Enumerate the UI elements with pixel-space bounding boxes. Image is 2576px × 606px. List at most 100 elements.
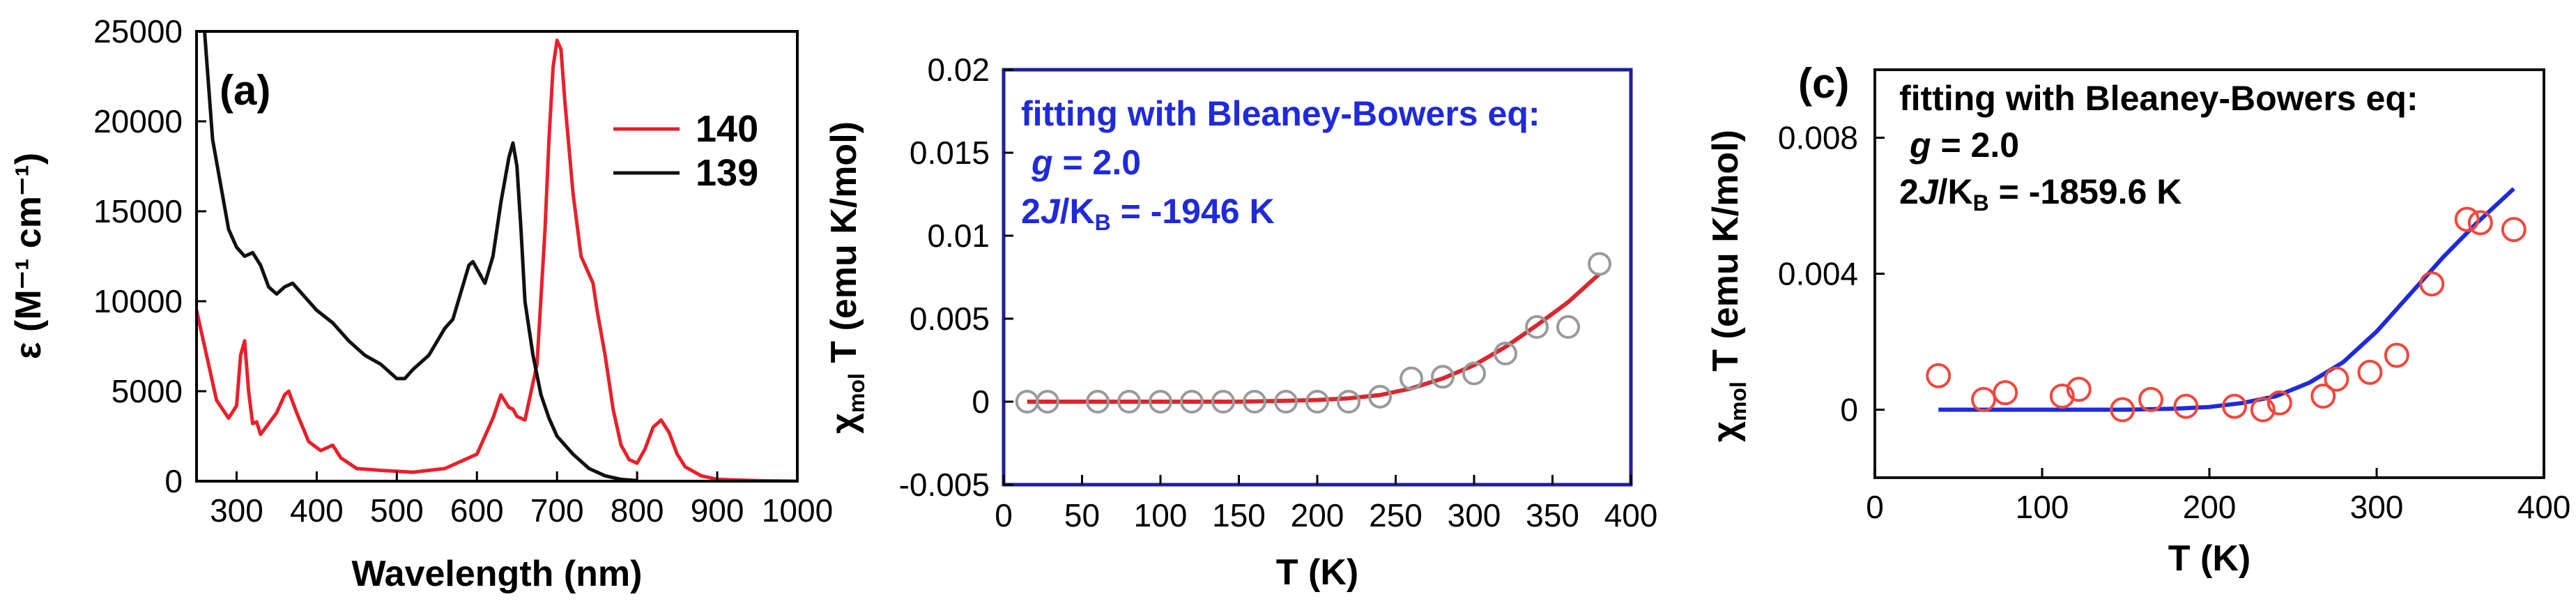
g-symbol: g bbox=[1031, 143, 1053, 182]
data-point bbox=[1243, 390, 1266, 414]
x-tick-label: 350 bbox=[1526, 497, 1579, 533]
y-tick-label: -0.005 bbox=[899, 467, 990, 503]
x-tick-label: 400 bbox=[2517, 489, 2571, 525]
x-tick-label: 300 bbox=[210, 492, 263, 529]
panel-a-x-ticks: 300 400 500 600 700 800 900 1000 bbox=[210, 471, 833, 529]
data-point bbox=[1462, 361, 1486, 386]
panel-b-x-ticks: 0 50 100 150 200 250 300 350 400 bbox=[995, 475, 1657, 533]
panel-a-label: (a) bbox=[220, 67, 270, 114]
data-point bbox=[2173, 393, 2199, 419]
y-tick-label: 25000 bbox=[93, 13, 183, 50]
x-tick-label: 200 bbox=[1291, 497, 1344, 533]
j-prefix: 2 bbox=[1021, 192, 1041, 231]
x-tick-label: 900 bbox=[691, 492, 744, 529]
data-point bbox=[1588, 252, 1611, 276]
data-point bbox=[1926, 363, 1952, 388]
chi-symbol: χ bbox=[824, 413, 864, 434]
series-line-140 bbox=[197, 38, 797, 481]
data-point bbox=[2384, 342, 2409, 368]
data-point bbox=[1117, 390, 1141, 414]
data-point bbox=[1337, 390, 1360, 414]
y-tick-label: 0.015 bbox=[910, 135, 990, 171]
panel-a-plot-area bbox=[197, 31, 797, 481]
y-tick-label: 0 bbox=[1840, 392, 1858, 428]
panel-a-legend: 140 139 bbox=[613, 108, 758, 194]
y-tick-label: 0.02 bbox=[927, 52, 990, 88]
data-point bbox=[2357, 359, 2383, 385]
data-point bbox=[2110, 397, 2136, 423]
annotation-line-1: fitting with Bleaney-Bowers eq: bbox=[1021, 94, 1540, 133]
data-point bbox=[1400, 366, 1423, 391]
y-tick-label: 0.008 bbox=[1778, 120, 1858, 156]
data-point bbox=[1993, 380, 2018, 406]
x-tick-label: 400 bbox=[290, 492, 344, 529]
j-kb: /K bbox=[1060, 192, 1095, 231]
panel-c-y-axis-label: χmol T (emu K/mol) bbox=[1705, 130, 1751, 442]
y-tick-label: 20000 bbox=[93, 103, 183, 139]
x-tick-label: 800 bbox=[611, 492, 664, 529]
data-point bbox=[2049, 384, 2075, 409]
panel-a-uv-vis-chart: 300 400 500 600 700 800 900 1000 0 5000 10000 1500… bbox=[8, 13, 833, 594]
annotation-line-3: 2J/KB = -1946 K bbox=[1021, 192, 1275, 235]
annotation-line-2: g = 2.0 bbox=[1909, 126, 2019, 165]
panel-b-fit-annotation: fitting with Bleaney-Bowers eq: g = 2.0 … bbox=[1021, 94, 1540, 235]
panel-c-label: (c) bbox=[1798, 60, 1849, 107]
data-point bbox=[2138, 386, 2163, 412]
data-point bbox=[1525, 315, 1549, 339]
x-tick-label: 300 bbox=[2350, 489, 2404, 525]
x-tick-label: 200 bbox=[2183, 489, 2237, 525]
g-symbol: g bbox=[1909, 126, 1931, 165]
fit-curve bbox=[1027, 272, 1602, 404]
panel-b-y-axis-label: χmol T (emu K/mol) bbox=[824, 121, 869, 434]
y-tick-label: 0 bbox=[972, 384, 990, 420]
x-tick-label: 250 bbox=[1369, 497, 1423, 533]
chi-subscript: mol bbox=[1726, 381, 1751, 421]
data-point bbox=[1274, 390, 1298, 414]
y-label-rest: T (emu K/mol) bbox=[1705, 130, 1746, 381]
data-point bbox=[2419, 271, 2445, 297]
series-line-139 bbox=[202, 31, 638, 481]
panel-a-y-axis-label: ε (M⁻¹ cm⁻¹) bbox=[8, 153, 49, 359]
chi-symbol: χ bbox=[1705, 421, 1746, 442]
data-point bbox=[2250, 397, 2276, 423]
data-point bbox=[2066, 377, 2092, 402]
panel-c-x-ticks: 0 100 200 300 400 bbox=[1866, 468, 2570, 525]
panel-a-y-ticks: 0 5000 10000 15000 20000 25000 bbox=[93, 13, 206, 499]
data-point bbox=[1149, 390, 1172, 414]
data-point bbox=[1036, 390, 1059, 414]
data-point bbox=[2467, 210, 2493, 236]
y-tick-label: 0 bbox=[164, 463, 183, 499]
y-tick-label: 15000 bbox=[93, 193, 183, 229]
x-tick-label: 500 bbox=[370, 492, 424, 529]
chi-subscript: mol bbox=[844, 373, 869, 413]
x-tick-label: 0 bbox=[1866, 489, 1884, 525]
legend-label-139: 139 bbox=[696, 152, 758, 194]
j-kb-subscript: B bbox=[1973, 190, 1989, 215]
j-symbol: J bbox=[1041, 192, 1061, 231]
data-point bbox=[1305, 390, 1329, 414]
data-point bbox=[2222, 393, 2247, 419]
data-point bbox=[1971, 386, 1996, 412]
y-tick-label: 0.004 bbox=[1778, 256, 1858, 292]
fit-curve bbox=[1938, 187, 2515, 412]
panel-c-magnetic-chart: 0 100 200 300 400 0 0.004 0.008 (c) T (K) χmol… bbox=[1705, 60, 2570, 579]
legend-label-140: 140 bbox=[696, 108, 758, 150]
annotation-line-2: g = 2.0 bbox=[1031, 143, 1141, 182]
j-value: = -1859.6 K bbox=[1989, 172, 2182, 211]
x-tick-label: 300 bbox=[1448, 497, 1501, 533]
panel-a-axes-frame bbox=[195, 30, 799, 483]
panel-b-plot-area bbox=[1015, 252, 1611, 414]
data-point bbox=[1180, 390, 1204, 414]
x-tick-label: 100 bbox=[1134, 497, 1188, 533]
data-point bbox=[2324, 366, 2349, 392]
data-point bbox=[2267, 390, 2292, 416]
g-value: = 2.0 bbox=[1053, 143, 1142, 182]
panel-a-x-axis-label: Wavelength (nm) bbox=[352, 554, 643, 594]
y-tick-label: 0.01 bbox=[927, 218, 990, 254]
panel-c-fit-annotation: fitting with Bleaney-Bowers eq: g = 2.0 … bbox=[1899, 79, 2418, 215]
x-tick-label: 50 bbox=[1064, 497, 1100, 533]
y-tick-label: 0.005 bbox=[910, 301, 990, 337]
data-point bbox=[2454, 206, 2480, 232]
x-tick-label: 600 bbox=[450, 492, 504, 529]
annotation-line-1: fitting with Bleaney-Bowers eq: bbox=[1899, 79, 2418, 118]
